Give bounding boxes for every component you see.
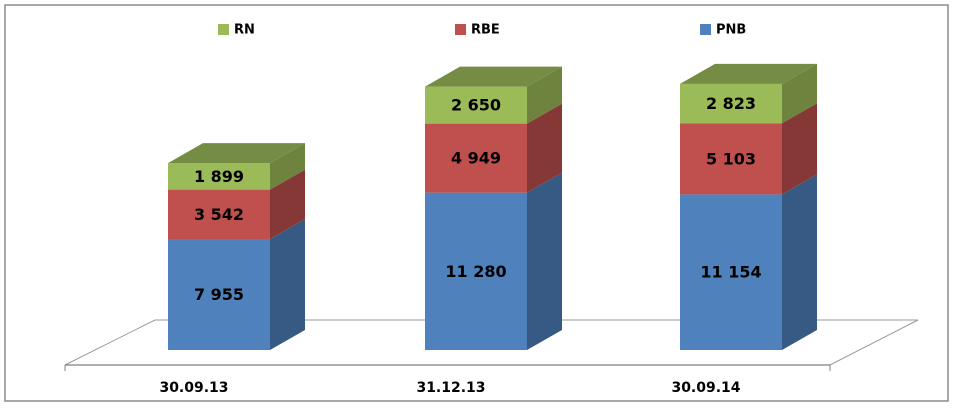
bar-side [782, 174, 817, 350]
data-label: 2 650 [451, 96, 501, 115]
bar-side [527, 66, 562, 124]
legend-swatch [455, 24, 466, 35]
bar-top [168, 143, 305, 164]
data-label: 4 949 [451, 149, 501, 168]
bar [168, 163, 270, 190]
bar-side [527, 172, 562, 350]
bar-side [270, 219, 305, 350]
bar-side [270, 143, 305, 190]
bar [680, 83, 782, 124]
bar [425, 192, 527, 350]
data-label: 3 542 [194, 205, 244, 224]
bar [168, 239, 270, 350]
legend-swatch [218, 24, 229, 35]
bar [425, 123, 527, 193]
legend-label: PNB [716, 23, 746, 38]
bar-side [782, 63, 817, 124]
data-label: 11 280 [445, 262, 506, 281]
x-tick-label: 30.09.14 [671, 380, 740, 396]
bar [168, 189, 270, 240]
bar-side [782, 103, 817, 195]
legend-label: RBE [471, 23, 500, 38]
data-label: 5 103 [706, 149, 756, 168]
data-label: 7 955 [194, 285, 244, 304]
data-label: 2 823 [706, 94, 756, 113]
data-label: 1 899 [194, 167, 244, 186]
legend-label: RN [234, 23, 255, 38]
bar-side [270, 169, 305, 240]
x-tick-label: 30.09.13 [159, 380, 228, 396]
bar [680, 123, 782, 195]
bar [680, 194, 782, 350]
legend-swatch [700, 24, 711, 35]
data-label: 11 154 [700, 263, 761, 282]
bar-top [425, 66, 562, 87]
bar-side [527, 103, 562, 193]
x-tick-label: 31.12.13 [416, 380, 485, 396]
bar-top [680, 63, 817, 84]
bar [425, 86, 527, 124]
